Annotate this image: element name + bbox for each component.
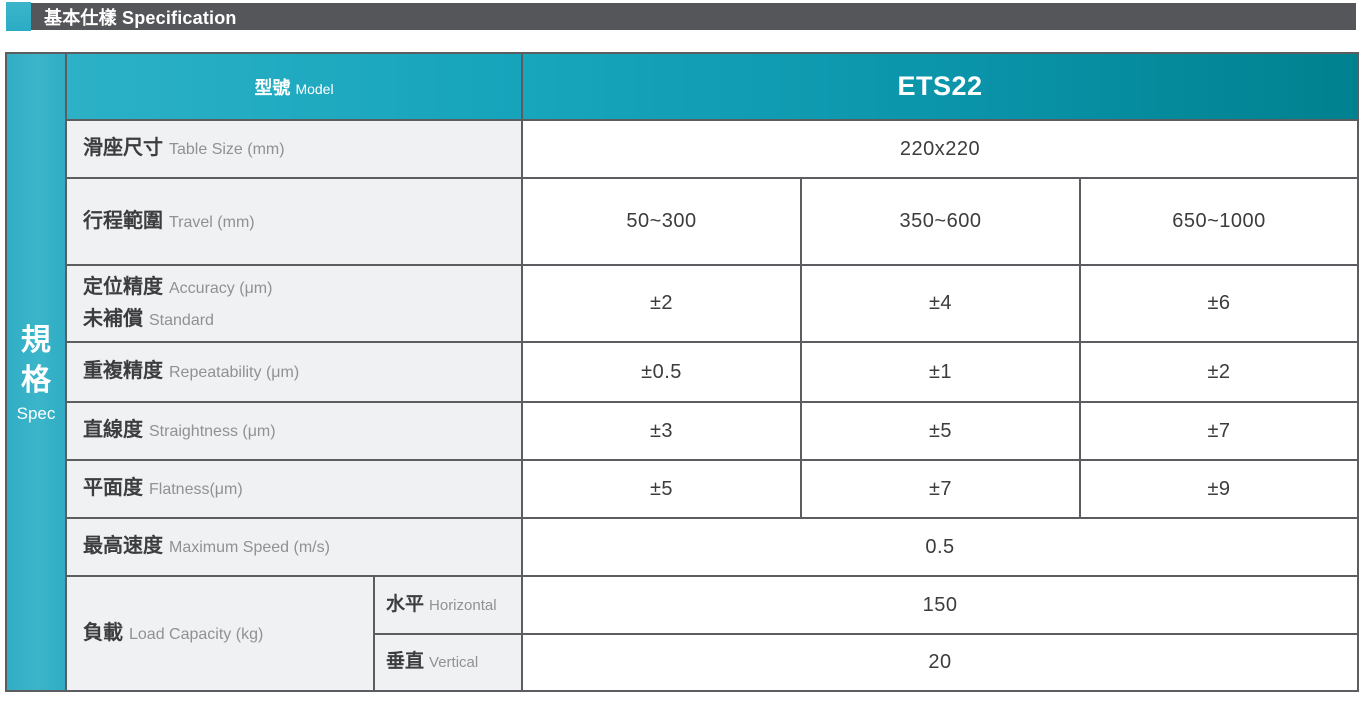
- sublabel-en: Horizontal: [429, 596, 497, 614]
- value-load-horizontal: 150: [521, 575, 1360, 635]
- label-en: Accuracy (μm): [169, 279, 273, 297]
- label-en: Travel (mm): [169, 213, 255, 231]
- label-en: Flatness(μm): [149, 481, 243, 498]
- spec-table: 規 格 Spec 型號 Model ETS22 滑座尺寸 Table Size (m…: [5, 52, 1360, 692]
- value-repeatability-2: ±1: [800, 341, 1082, 403]
- label-zh: 最高速度: [83, 535, 163, 557]
- title-accent-block: [6, 2, 31, 31]
- row-load-horizontal: 負載 Load Capacity (kg) 水平 Horizontal 150: [6, 575, 1360, 692]
- label-en: Maximum Speed (m/s): [169, 539, 330, 556]
- label-straightness: 直線度 Straightness (μm): [64, 401, 524, 461]
- row-repeatability: 重複精度 Repeatability (μm) ±0.5 ±1 ±2: [6, 341, 1360, 403]
- label-zh: 滑座尺寸: [83, 137, 163, 159]
- value-load-vertical: 20: [521, 633, 1360, 692]
- value-flatness-1: ±5: [521, 459, 803, 519]
- section-title: 基本仕樣 Specification: [44, 7, 237, 28]
- row-accuracy: 定位精度 Accuracy (μm) 未補償 Standard ±2 ±4 ±6: [6, 264, 1360, 343]
- label-travel: 行程範圍 Travel (mm): [64, 177, 524, 266]
- value-accuracy-3: ±6: [1079, 264, 1360, 343]
- value-straightness-3: ±7: [1079, 401, 1360, 461]
- sidebar-label-en: Spec: [16, 403, 56, 423]
- value-flatness-2: ±7: [800, 459, 1082, 519]
- label-flatness: 平面度 Flatness(μm): [64, 459, 524, 519]
- sublabel-zh: 垂直: [386, 651, 425, 672]
- value-repeatability-3: ±2: [1079, 341, 1360, 403]
- value-flatness-3: ±9: [1079, 459, 1360, 519]
- label-en: Load Capacity (kg): [129, 625, 264, 643]
- model-header-cell: 型號 Model: [64, 52, 524, 121]
- sublabel-horizontal: 水平 Horizontal: [372, 575, 524, 635]
- label-en: Straightness (μm): [149, 423, 276, 440]
- row-table-size: 滑座尺寸 Table Size (mm) 220x220: [6, 119, 1360, 179]
- model-header-label-en: Model: [295, 80, 334, 97]
- row-load-vertical: 垂直 Vertical 20: [6, 633, 1360, 692]
- label-zh-2: 未補償: [83, 307, 143, 330]
- value-travel-1: 50~300: [521, 177, 803, 266]
- sidebar-label-zh-1: 規: [21, 323, 51, 357]
- sublabel-vertical: 垂直 Vertical: [372, 633, 524, 692]
- value-accuracy-2: ±4: [800, 264, 1082, 343]
- value-travel-3: 650~1000: [1079, 177, 1360, 266]
- label-en: Table Size (mm): [169, 141, 285, 158]
- value-straightness-1: ±3: [521, 401, 803, 461]
- label-accuracy: 定位精度 Accuracy (μm) 未補償 Standard: [64, 264, 524, 343]
- sublabel-zh: 水平: [386, 593, 425, 615]
- value-travel-2: 350~600: [800, 177, 1082, 266]
- label-zh: 平面度: [83, 477, 143, 499]
- sidebar-label-zh-2: 格: [21, 363, 51, 397]
- row-straightness: 直線度 Straightness (μm) ±3 ±5 ±7: [6, 401, 1360, 461]
- model-name: ETS22: [897, 71, 983, 101]
- value-max-speed: 0.5: [521, 517, 1360, 577]
- label-max-speed: 最高速度 Maximum Speed (m/s): [64, 517, 524, 577]
- row-travel: 行程範圍 Travel (mm) 50~300 350~600 650~1000: [6, 177, 1360, 266]
- model-name-cell: ETS22: [521, 52, 1360, 121]
- label-en: Repeatability (μm): [169, 364, 300, 381]
- label-zh: 直線度: [83, 419, 143, 441]
- row-model: 規 格 Spec 型號 Model ETS22: [5, 52, 1360, 692]
- label-zh: 負載: [83, 621, 123, 644]
- label-load-capacity: 負載 Load Capacity (kg): [65, 575, 375, 692]
- label-zh: 定位精度: [83, 275, 163, 298]
- model-header-label-zh: 型號: [254, 77, 291, 98]
- value-repeatability-1: ±0.5: [521, 341, 803, 403]
- label-zh: 重複精度: [83, 360, 163, 382]
- value-accuracy-1: ±2: [521, 264, 803, 343]
- label-en-2: Standard: [149, 311, 214, 329]
- sublabel-en: Vertical: [429, 654, 479, 671]
- value-table-size: 220x220: [521, 119, 1360, 179]
- row-flatness: 平面度 Flatness(μm) ±5 ±7 ±9: [6, 459, 1360, 519]
- sidebar-cell: 規 格 Spec: [5, 52, 67, 692]
- row-max-speed: 最高速度 Maximum Speed (m/s) 0.5: [6, 517, 1360, 577]
- value-straightness-2: ±5: [800, 401, 1082, 461]
- section-title-bar: 基本仕樣 Specification: [31, 3, 1356, 30]
- label-zh: 行程範圍: [83, 209, 163, 232]
- label-repeatability: 重複精度 Repeatability (μm): [64, 341, 524, 403]
- label-table-size: 滑座尺寸 Table Size (mm): [64, 119, 524, 179]
